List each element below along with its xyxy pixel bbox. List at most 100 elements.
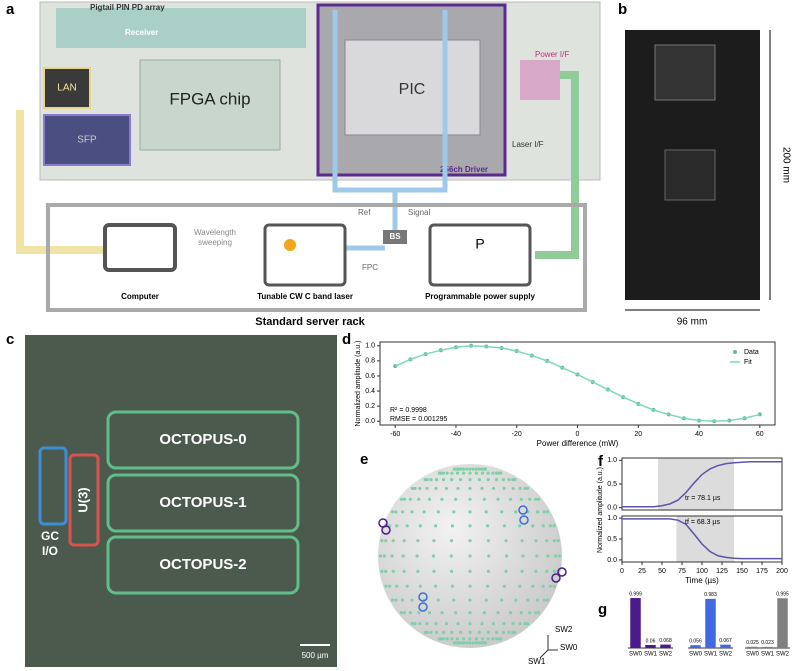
y-tick-label: 0.5	[607, 536, 617, 543]
sphere-dot	[486, 569, 491, 573]
label: GC	[41, 529, 59, 543]
label: Receiver	[125, 28, 158, 37]
sphere-dot	[417, 611, 421, 615]
sphere-dot	[445, 637, 449, 641]
sphere-dot	[491, 621, 496, 626]
x-axis-label: Power difference (mW)	[537, 439, 619, 448]
octopus-box	[106, 535, 300, 595]
y-tick-label: 1.0	[607, 457, 617, 464]
x-tick-label: -60	[390, 431, 400, 438]
sphere-dot	[455, 637, 460, 641]
sphere-dot	[422, 510, 426, 514]
sphere-dot	[434, 584, 438, 588]
sphere-dot	[518, 584, 522, 588]
label: SFP	[77, 135, 97, 146]
sphere-dot	[514, 510, 518, 514]
sphere-dot	[518, 524, 522, 528]
sphere-dot	[402, 611, 407, 615]
sphere-dot	[382, 554, 387, 558]
sphere-dot	[508, 497, 513, 501]
label: Laser I/F	[512, 140, 544, 149]
state-marker	[551, 573, 561, 583]
sphere-dot	[439, 637, 443, 641]
value-label: 0.067	[719, 638, 732, 644]
sphere-dot	[440, 611, 444, 615]
sphere-dot	[511, 621, 515, 626]
bar	[720, 644, 731, 648]
laser-icon	[263, 223, 347, 287]
sphere-dot	[553, 554, 558, 558]
label: BS	[389, 232, 401, 241]
sphere-dot	[456, 486, 460, 491]
axes-icon	[539, 635, 558, 659]
sphere-dot	[378, 554, 383, 558]
sphere-dot	[523, 621, 527, 626]
sphere-dot	[384, 584, 388, 588]
x-tick-label: SW2	[659, 652, 673, 658]
sphere-dot	[486, 630, 490, 634]
sphere-dot	[482, 497, 486, 501]
sphere-dot	[480, 621, 484, 626]
sphere-dot	[468, 611, 472, 615]
sphere-dot	[468, 641, 472, 645]
sphere-dot	[557, 554, 562, 558]
sphere-dot	[416, 539, 420, 543]
x-tick-label: 200	[776, 568, 788, 575]
label: Power I/F	[535, 50, 569, 59]
label: PIC	[399, 81, 426, 98]
sphere-dot	[410, 598, 414, 602]
sphere-dot	[418, 524, 422, 528]
x-tick-label: SW0	[689, 652, 703, 658]
sphere-dot	[449, 539, 454, 543]
state-marker	[518, 505, 528, 515]
beam-splitter	[383, 230, 407, 244]
sphere-dot	[505, 554, 509, 558]
sphere-dot	[418, 621, 422, 626]
sphere-dot	[436, 510, 440, 514]
sphere-dot	[504, 569, 508, 573]
sphere-dot	[413, 621, 417, 626]
sphere-dot	[528, 611, 532, 615]
sphere-dot	[459, 467, 463, 471]
line	[622, 518, 782, 560]
panel-label: b	[618, 1, 627, 18]
sphere-dot	[496, 497, 500, 501]
sphere-dot	[454, 497, 458, 501]
value-label: 0.995	[776, 592, 789, 598]
sphere-dot	[456, 621, 460, 626]
sphere-dot	[504, 539, 508, 543]
sphere-dot	[465, 641, 469, 645]
sphere-dot	[474, 641, 478, 645]
sphere-dot	[496, 611, 500, 615]
x-tick-label: SW1	[644, 652, 658, 658]
annotation: R² = 0.9998	[390, 407, 427, 414]
sphere-dot	[545, 510, 550, 514]
y-tick-label: 0.4	[365, 388, 375, 395]
legend-label: Data	[744, 349, 759, 356]
sphere-dot	[390, 510, 395, 514]
sphere-dot	[513, 478, 517, 482]
sphere-dot	[499, 471, 503, 475]
sphere-dot	[402, 539, 406, 543]
sphere-dot	[415, 554, 419, 558]
label: P	[475, 236, 484, 252]
sphere-dot	[485, 584, 490, 588]
sphere-dot	[434, 630, 439, 634]
x-tick-label: 150	[736, 568, 748, 575]
sphere-dot	[518, 486, 522, 491]
sphere-dot	[528, 497, 532, 501]
sphere-dot	[441, 637, 445, 641]
sphere-dot	[468, 569, 472, 573]
annotation: tf = 68.3 µs	[685, 519, 720, 526]
bar	[762, 646, 773, 648]
sphere-dot	[500, 510, 504, 514]
sphere-dot	[410, 621, 415, 626]
value-label: 0.056	[689, 639, 702, 645]
annotation: tr = 78.1 µs	[685, 495, 721, 502]
value-label: 0.983	[704, 592, 717, 598]
sphere-dot	[536, 611, 541, 615]
sphere-dot	[519, 611, 523, 615]
sphere-dot	[434, 621, 438, 626]
sphere-dot	[391, 539, 395, 543]
sphere-dot	[427, 611, 432, 615]
